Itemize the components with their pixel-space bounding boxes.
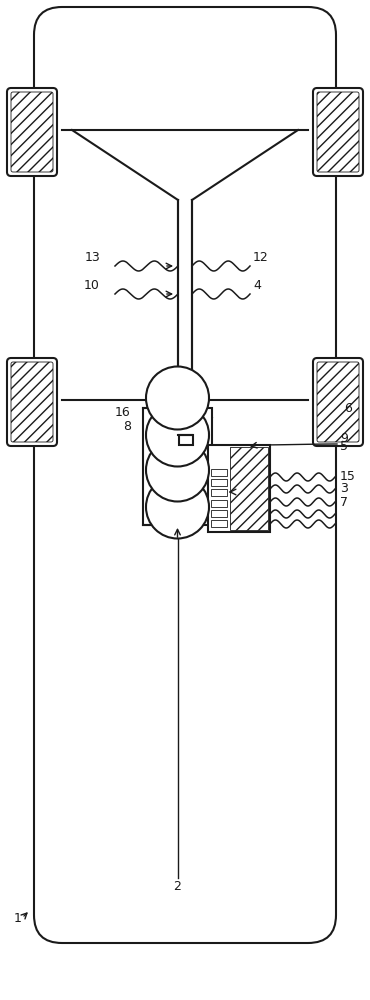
FancyBboxPatch shape: [313, 358, 363, 446]
Bar: [208, 445, 270, 532]
Text: 16: 16: [115, 406, 131, 419]
FancyBboxPatch shape: [7, 88, 57, 176]
Text: 5: 5: [340, 440, 348, 454]
Text: 8: 8: [123, 420, 131, 433]
Bar: [230, 447, 268, 530]
Bar: [211, 500, 227, 507]
Text: 4: 4: [253, 279, 261, 292]
Circle shape: [146, 438, 209, 502]
Text: 15: 15: [340, 470, 356, 483]
Text: 14: 14: [188, 432, 203, 445]
FancyBboxPatch shape: [7, 358, 57, 446]
Text: 11: 11: [178, 432, 193, 445]
Text: 1: 1: [14, 912, 22, 925]
Bar: [211, 479, 227, 486]
Circle shape: [146, 476, 209, 538]
Bar: [211, 489, 227, 496]
FancyBboxPatch shape: [34, 7, 336, 943]
Circle shape: [146, 403, 209, 466]
Text: 9: 9: [340, 432, 348, 445]
Text: 12: 12: [253, 251, 269, 264]
Circle shape: [146, 366, 209, 430]
Text: 3: 3: [340, 483, 348, 495]
Text: 2: 2: [174, 880, 181, 893]
Bar: [179, 435, 193, 445]
FancyBboxPatch shape: [313, 88, 363, 176]
Text: 13: 13: [84, 251, 100, 264]
Text: 10: 10: [84, 279, 100, 292]
Text: 7: 7: [340, 495, 348, 508]
Bar: [211, 520, 227, 527]
Bar: [211, 469, 227, 476]
Text: 6: 6: [344, 402, 352, 415]
Bar: [143, 408, 212, 525]
Bar: [211, 510, 227, 517]
